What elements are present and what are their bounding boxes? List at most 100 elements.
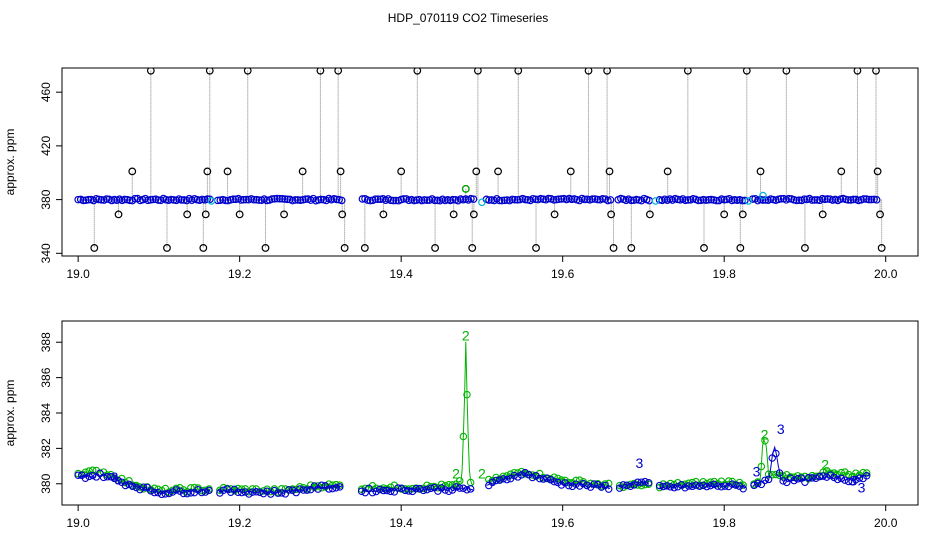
series-point <box>412 484 420 493</box>
outlier-point <box>683 68 692 75</box>
outlier-point <box>472 167 481 176</box>
outlier-point <box>663 167 672 176</box>
outlier-point <box>280 210 288 219</box>
series-point <box>826 471 835 479</box>
outlier-point <box>473 68 482 75</box>
baseline-point <box>844 196 853 204</box>
series-point <box>277 484 286 493</box>
series-point <box>325 480 333 488</box>
series-glyph-label: 2 <box>821 457 829 473</box>
outlier-point <box>738 210 747 219</box>
baseline-point <box>74 195 82 204</box>
outlier-point <box>261 244 270 252</box>
outlier-point <box>360 244 369 252</box>
plot-area <box>74 68 886 252</box>
baseline-point <box>485 196 493 204</box>
series-point <box>314 482 322 490</box>
series-point <box>401 486 409 495</box>
series-point <box>455 477 464 485</box>
baseline-point <box>203 195 212 203</box>
baseline-point <box>371 195 380 203</box>
baseline-point <box>433 196 442 205</box>
series-point <box>99 473 108 482</box>
baseline-point <box>469 195 478 203</box>
baseline-point <box>813 196 822 204</box>
baseline-point <box>513 196 522 204</box>
series-point <box>132 483 141 492</box>
outlier-point <box>199 244 208 252</box>
y-tick-label: 388 <box>39 332 53 352</box>
baseline-point <box>627 196 635 205</box>
baseline-point <box>237 196 245 204</box>
series-point <box>604 479 613 488</box>
series-point <box>659 482 667 491</box>
series-point <box>688 482 697 491</box>
outlier-point <box>163 244 171 252</box>
baseline-point <box>549 195 558 204</box>
outlier-point <box>742 68 751 75</box>
baseline-point <box>229 195 238 204</box>
series-point <box>619 481 627 489</box>
series-point <box>793 475 802 483</box>
baseline-point <box>872 196 881 204</box>
series-point <box>423 485 431 494</box>
y-tick-label: 380 <box>39 189 53 209</box>
baseline-point <box>498 196 506 205</box>
series-point <box>703 482 711 491</box>
series-point <box>383 486 391 495</box>
series-point <box>285 485 293 494</box>
baseline-point <box>389 196 398 205</box>
series-point <box>150 488 159 497</box>
x-tick-label: 19.4 <box>389 516 413 530</box>
series-point <box>713 482 722 490</box>
series-point <box>492 476 500 485</box>
series-point <box>201 488 210 496</box>
series-point <box>695 482 704 490</box>
series-point <box>764 475 773 484</box>
series-point <box>637 478 646 486</box>
series-point <box>197 488 206 497</box>
chart-panel-1: 19.0 19.2 19.4 19.6 19.8 20.0 340 380 420 460 appr… <box>3 67 919 281</box>
series-point <box>415 484 424 493</box>
x-tick-label: 19.0 <box>66 267 90 281</box>
baseline-point <box>694 196 703 205</box>
series-point <box>586 479 595 488</box>
plot-frame <box>61 320 919 506</box>
series-point <box>205 486 213 495</box>
baseline-point <box>262 196 271 205</box>
series-line <box>78 341 870 493</box>
x-tick-label: 19.4 <box>389 267 413 281</box>
series-point <box>619 483 627 492</box>
baseline-point <box>149 195 157 204</box>
outlier-point <box>853 68 862 75</box>
series-point <box>379 486 388 495</box>
series-point <box>499 474 508 483</box>
series-point <box>812 474 820 483</box>
series-point <box>793 472 802 480</box>
series-point <box>597 483 606 491</box>
chart-panels: 19.0 19.2 19.4 19.6 19.8 20.0 340 380 420 460 appr… <box>3 67 919 530</box>
series-point <box>245 490 253 498</box>
series-point <box>394 484 402 492</box>
series-glyph-label: 3 <box>858 480 866 496</box>
series-point <box>833 475 842 484</box>
series-point <box>779 477 787 485</box>
series-point <box>386 487 395 496</box>
baseline-point <box>777 194 785 203</box>
outlier-point <box>114 210 123 219</box>
series-point <box>325 485 333 493</box>
baseline-point <box>759 196 767 204</box>
baseline-point <box>206 195 214 204</box>
baseline-point <box>707 195 716 204</box>
baseline-point <box>704 196 713 204</box>
baseline-point <box>301 195 310 204</box>
series-point <box>764 470 773 479</box>
series-point <box>706 481 715 490</box>
outlier-point <box>801 244 809 252</box>
series-point <box>372 487 380 496</box>
baseline-point <box>332 195 341 204</box>
series-point <box>819 472 827 480</box>
outlier-point <box>514 68 523 75</box>
baseline-point <box>810 196 819 204</box>
outlier-point <box>720 210 729 219</box>
